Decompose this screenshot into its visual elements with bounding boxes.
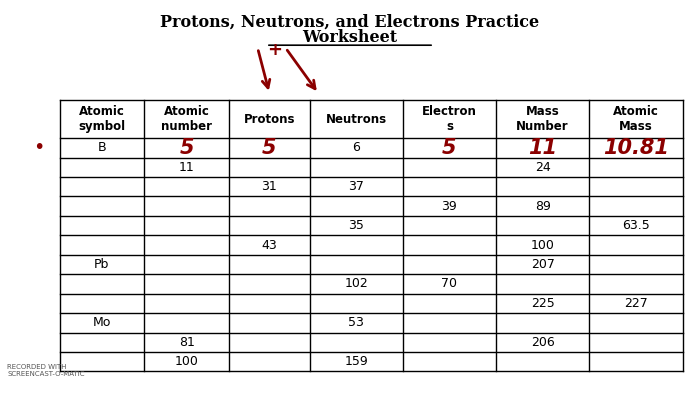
Text: B: B [97,141,106,154]
Text: 89: 89 [535,200,551,213]
Text: 43: 43 [261,239,277,252]
Text: 37: 37 [348,180,364,193]
Text: 81: 81 [178,336,195,349]
Text: 24: 24 [535,161,550,174]
Text: 159: 159 [344,355,368,368]
Text: 227: 227 [624,297,648,310]
Text: Atomic
Mass: Atomic Mass [613,105,659,133]
Text: 10.81: 10.81 [603,138,668,158]
Text: 207: 207 [531,258,554,271]
Text: Electron
s: Electron s [422,105,477,133]
Text: 11: 11 [178,161,195,174]
Text: 35: 35 [348,219,364,232]
Text: 70: 70 [442,277,457,290]
Text: Atomic
symbol: Atomic symbol [78,105,125,133]
Text: 206: 206 [531,336,554,349]
Text: +: + [267,41,283,59]
Text: Mass
Number: Mass Number [517,105,569,133]
Text: Pb: Pb [94,258,110,271]
Text: 225: 225 [531,297,554,310]
Text: Mo: Mo [92,316,111,329]
Text: 6: 6 [352,141,360,154]
Text: 11: 11 [528,138,557,158]
Text: RECORDED WITH
SCREENCAST-O-MATIC: RECORDED WITH SCREENCAST-O-MATIC [7,364,85,377]
Text: 31: 31 [261,180,277,193]
Text: 63.5: 63.5 [622,219,650,232]
Text: Protons: Protons [244,113,295,126]
Text: •: • [33,138,44,157]
Text: Atomic
number: Atomic number [161,105,212,133]
Text: Protons, Neutrons, and Electrons Practice: Protons, Neutrons, and Electrons Practic… [160,14,540,31]
Text: Worksheet: Worksheet [302,29,398,46]
Text: 5: 5 [442,138,456,158]
Text: 100: 100 [531,239,554,252]
Text: 102: 102 [344,277,368,290]
Text: 100: 100 [175,355,199,368]
Text: 5: 5 [262,138,276,158]
Text: 53: 53 [348,316,364,329]
Text: 39: 39 [442,200,457,213]
Text: 5: 5 [179,138,194,158]
Text: Neutrons: Neutrons [326,113,386,126]
